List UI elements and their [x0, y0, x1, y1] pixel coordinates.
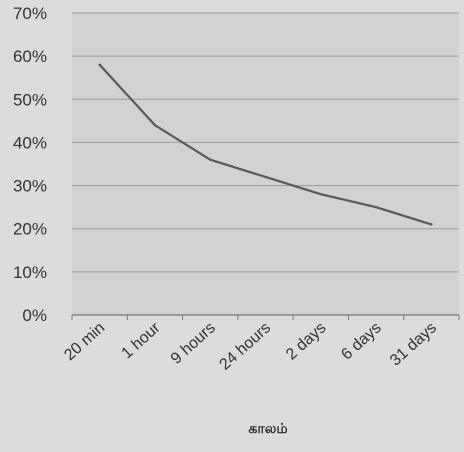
x-tick-label: 31 days [387, 319, 440, 369]
data-point [209, 158, 212, 161]
x-axis [71, 314, 460, 320]
y-tick-label: 10% [13, 263, 47, 282]
gridlines [72, 12, 459, 273]
y-tick-label: 20% [13, 220, 47, 239]
data-point [98, 63, 101, 66]
y-tick-label: 0% [22, 306, 47, 325]
y-axis-tick-labels: 0% 10% 20% 30% 40% 50% 60% 70% [13, 4, 47, 325]
x-tick-label: 6 days [338, 319, 384, 363]
x-tick-label: 20 min [61, 319, 108, 364]
series-layer [98, 63, 433, 226]
data-point [319, 193, 322, 196]
x-tick-label: 2 days [283, 319, 329, 363]
data-point [374, 205, 378, 209]
y-tick-label: 30% [13, 177, 47, 196]
data-point [430, 223, 433, 226]
data-point [153, 123, 157, 127]
y-tick-label: 70% [13, 4, 47, 23]
data-point [264, 175, 267, 179]
x-tick-label: 9 hours [168, 319, 219, 367]
plot-area [72, 13, 459, 315]
x-axis-label: காலம் [248, 420, 287, 436]
x-tick-label: 24 hours [217, 319, 275, 373]
y-tick-label: 50% [13, 90, 47, 109]
y-tick-label: 40% [13, 133, 47, 152]
y-tick-label: 60% [13, 47, 47, 66]
x-tick-label: 1 hour [119, 319, 165, 362]
